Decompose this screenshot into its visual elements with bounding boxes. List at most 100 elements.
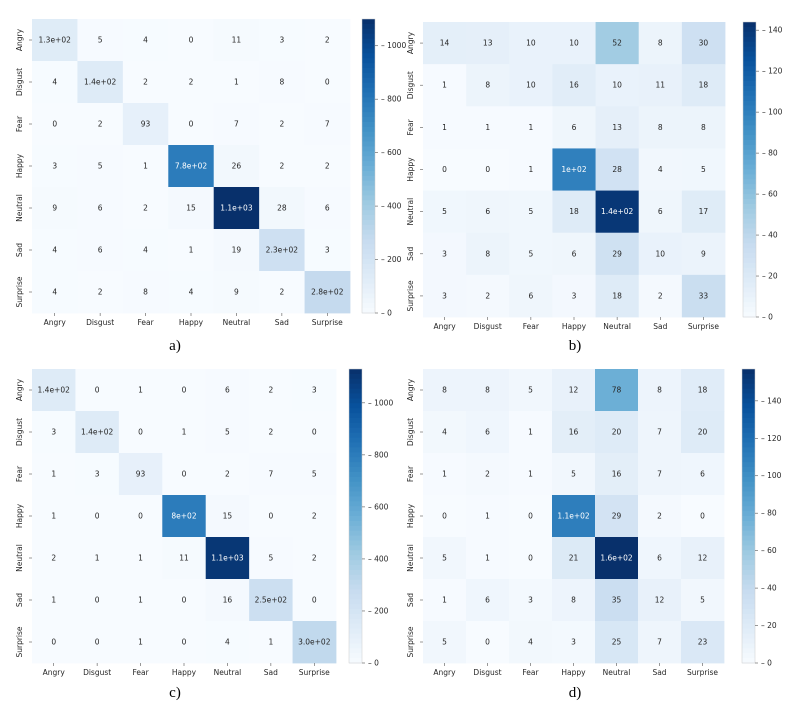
heatmap-cell <box>466 453 510 496</box>
heatmap-cell <box>595 148 640 191</box>
cell-annotation: 2 <box>98 288 103 297</box>
colorbar-tick-label: – 800 <box>368 450 389 459</box>
y-tick-label: Surprise <box>406 280 415 311</box>
y-tick-label: Neutral <box>15 194 24 222</box>
cell-annotation: 30 <box>699 39 709 48</box>
cell-annotation: 26 <box>232 162 242 171</box>
cell-annotation: 1.4e+02 <box>38 386 71 395</box>
cell-annotation: 8e+02 <box>171 512 196 521</box>
colorbar-segment <box>362 131 375 138</box>
colorbar-segment <box>743 81 756 87</box>
heatmap-cell <box>466 22 510 65</box>
heatmap-cell <box>595 411 639 454</box>
colorbar-segment <box>742 618 755 625</box>
heatmap-cell <box>162 369 207 412</box>
x-tick-label: Neutral <box>214 668 242 677</box>
colorbar-segment <box>742 520 755 527</box>
cell-annotation: 3 <box>572 291 577 300</box>
heatmap-cell <box>162 411 207 454</box>
heatmap-cell <box>75 495 120 538</box>
cell-annotation: 6 <box>98 246 103 255</box>
heatmap-cell <box>509 369 553 412</box>
x-tick-label: Fear <box>137 318 154 327</box>
colorbar-segment <box>362 170 375 177</box>
colorbar-segment <box>742 476 755 483</box>
y-tick-label: Neutral <box>15 544 24 572</box>
colorbar-tick-label: – 200 <box>368 606 389 615</box>
heatmap-cell <box>32 495 76 538</box>
heatmap-cell <box>595 537 639 580</box>
colorbar-tick-label: – 80 <box>761 509 777 518</box>
cell-annotation: 35 <box>612 596 622 605</box>
colorbar-segment <box>742 643 755 649</box>
colorbar-segment <box>743 51 756 58</box>
y-tick-label: Fear <box>406 118 415 135</box>
heatmap-cell <box>423 495 467 538</box>
colorbar-segment <box>742 496 755 502</box>
colorbar-segment <box>742 565 755 571</box>
heatmap-cell <box>423 579 467 622</box>
heatmap-cell <box>118 369 163 412</box>
heatmap-cell <box>552 579 596 622</box>
cell-annotation: 0 <box>442 512 447 521</box>
colorbar-segment <box>742 486 755 493</box>
heatmap-cell <box>595 106 640 149</box>
heatmap-cell <box>122 229 169 272</box>
colorbar-segment <box>362 195 375 201</box>
colorbar-segment <box>349 614 362 620</box>
colorbar-segment <box>742 413 755 419</box>
heatmap-cell <box>681 274 726 318</box>
colorbar-tick-label: – 600 <box>381 148 402 157</box>
colorbar-segment <box>349 604 362 610</box>
colorbar-segment <box>349 648 362 654</box>
heatmap-cell <box>249 579 293 622</box>
cell-annotation: 21 <box>569 554 579 563</box>
heatmap-cell <box>249 453 293 496</box>
cell-annotation: 3 <box>95 470 100 479</box>
colorbar-segment <box>743 218 756 225</box>
cell-annotation: 4 <box>52 78 57 87</box>
cell-annotation: 0 <box>700 512 705 521</box>
y-tick-label: Fear <box>15 465 24 482</box>
heatmap-cell <box>292 369 337 412</box>
colorbar-segment <box>362 19 375 25</box>
colorbar-segment <box>743 154 756 161</box>
heatmap-cell <box>681 369 725 412</box>
heatmap-cell <box>423 453 467 496</box>
cell-annotation: 2.5e+02 <box>255 596 288 605</box>
heatmap-cell <box>77 19 124 62</box>
colorbar-segment <box>362 72 375 79</box>
x-tick-label: Surprise <box>312 318 343 327</box>
cell-annotation: 1 <box>528 470 533 479</box>
heatmap-cell <box>75 537 120 580</box>
x-tick-label: Sad <box>264 668 278 677</box>
cell-annotation: 8 <box>485 249 490 258</box>
cell-annotation: 1 <box>442 596 447 605</box>
cell-annotation: 0 <box>312 596 317 605</box>
heatmap-cell <box>259 19 305 62</box>
cell-annotation: 5 <box>98 36 103 45</box>
cell-annotation: 1 <box>485 512 490 521</box>
colorbar-segment <box>742 388 755 395</box>
cell-annotation: 1 <box>138 596 143 605</box>
heatmap-cell <box>552 106 596 149</box>
colorbar-segment <box>742 506 755 512</box>
colorbar-segment <box>743 95 756 102</box>
colorbar-segment <box>742 491 755 497</box>
heatmap-cell <box>681 495 725 538</box>
colorbar-segment <box>742 540 755 546</box>
x-tick-label: Surprise <box>687 668 718 677</box>
colorbar-segment <box>743 61 756 67</box>
cell-annotation: 2 <box>143 204 148 213</box>
heatmap-cell <box>168 61 215 104</box>
colorbar-segment <box>742 594 755 600</box>
colorbar-segment <box>742 604 755 610</box>
heatmap-cell <box>75 411 120 454</box>
colorbar-segment <box>349 383 362 390</box>
y-tick-label: Sad <box>15 243 24 257</box>
colorbar-segment <box>349 560 362 566</box>
colorbar-segment <box>743 262 756 269</box>
cell-annotation: 1.4e+02 <box>601 207 634 216</box>
x-tick-label: Happy <box>179 318 204 327</box>
colorbar-segment <box>349 388 362 395</box>
